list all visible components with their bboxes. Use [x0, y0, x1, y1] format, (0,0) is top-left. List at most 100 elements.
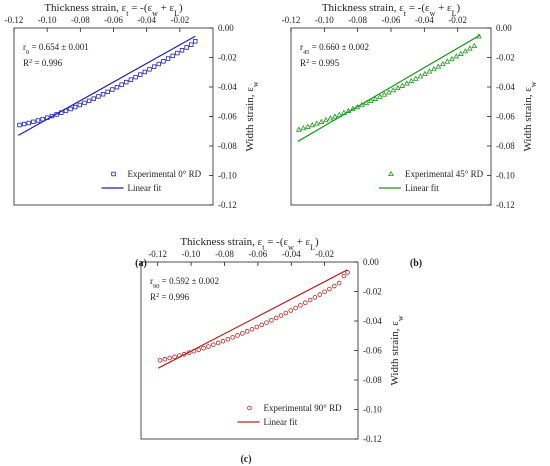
subscript-text: t — [404, 9, 407, 18]
y-tick-label: 0.00 — [496, 23, 512, 33]
data-point — [295, 126, 302, 132]
r-squared-symbol: R — [150, 292, 156, 302]
data-point — [363, 99, 370, 106]
y-tick-label: -0.08 — [496, 141, 515, 151]
data-point — [313, 120, 320, 126]
r-squared-symbol: R — [23, 58, 29, 68]
x-axis-title: Thickness strain, εt = -(εw + εL) — [180, 236, 319, 252]
label-text: + ε — [294, 236, 311, 248]
y-tick-label: -0.02 — [218, 53, 237, 63]
data-point — [201, 345, 206, 351]
label-text: ) — [179, 2, 183, 14]
data-point — [110, 87, 115, 92]
data-point — [186, 350, 192, 356]
r-subscript: 90 — [153, 283, 160, 290]
data-point — [35, 118, 41, 123]
data-point — [54, 112, 59, 117]
r-squared-annotation: R2 = 0.995 — [300, 58, 340, 69]
legend: Experimental 90° RD Linear fit — [237, 403, 342, 427]
y-axis-title: Width strain, εw — [244, 81, 260, 151]
data-point — [128, 77, 134, 82]
x-tick-label: -0.12 — [5, 15, 24, 25]
r-squared-superscript: 2 — [29, 58, 32, 65]
y-tick-label: -0.10 — [363, 405, 382, 415]
y-tick-label: -0.04 — [363, 316, 382, 326]
data-point — [119, 82, 124, 87]
r-squared-superscript: 2 — [306, 58, 309, 65]
data-point — [462, 48, 469, 54]
data-point — [336, 111, 343, 117]
data-point — [105, 89, 110, 95]
data-point — [372, 95, 379, 101]
data-point — [157, 358, 163, 363]
y-tick-label: -0.08 — [218, 141, 237, 151]
data-point — [408, 77, 415, 84]
data-point — [358, 101, 365, 108]
data-point — [193, 39, 198, 44]
data-point — [269, 317, 274, 323]
data-point — [162, 356, 168, 362]
data-point — [124, 79, 129, 85]
x-tick-label: -0.04 — [137, 15, 156, 25]
y-tick-label: 0.00 — [218, 23, 234, 33]
data-point — [196, 347, 202, 353]
data-point — [448, 55, 455, 62]
data-point — [327, 286, 332, 292]
data-point — [312, 295, 318, 300]
data-point — [417, 73, 424, 79]
y-tick-label: -0.06 — [363, 346, 382, 356]
data-point — [165, 56, 171, 61]
data-point — [167, 355, 173, 361]
data-point — [179, 48, 185, 53]
y-tick-label: -0.02 — [363, 287, 382, 297]
data-point — [475, 33, 482, 39]
x-tick-label: -0.02 — [170, 15, 189, 25]
data-point — [147, 67, 152, 72]
legend-marker — [388, 170, 394, 177]
legend-label-experimental: Experimental 0° RD — [128, 169, 202, 179]
x-tick-label: -0.08 — [71, 15, 90, 25]
data-point — [444, 58, 451, 64]
subscript-text: w — [430, 9, 436, 18]
data-point — [273, 315, 279, 321]
r-symbol: r — [23, 42, 26, 52]
legend-marker — [247, 405, 252, 411]
y-tick-label: -0.12 — [218, 200, 237, 210]
subscript-text: L — [174, 9, 179, 18]
x-tick-label: -0.10 — [38, 15, 57, 25]
data-point — [421, 70, 428, 77]
data-point — [381, 91, 388, 97]
chart-panel-3: -0.12 -0.10 -0.08 -0.06 -0.04 -0.02 0.00 -0.02 -… — [140, 236, 405, 465]
r-squared-annotation: R2 = 0.996 — [150, 292, 190, 303]
label-text: Thickness strain, ε — [322, 2, 404, 14]
data-point — [156, 61, 161, 67]
data-point — [49, 113, 55, 119]
panel-caption: (c) — [240, 454, 251, 465]
data-point — [210, 342, 216, 348]
r-symbol: r — [300, 42, 303, 52]
data-point — [86, 98, 92, 104]
x-tick-label: -0.08 — [215, 249, 234, 259]
data-point — [412, 75, 419, 81]
data-point — [331, 283, 337, 289]
r-value-annotation: r45 = 0.660 ± 0.002 — [300, 42, 369, 56]
data-point — [72, 104, 78, 110]
data-point — [137, 72, 143, 77]
data-point — [331, 113, 338, 119]
label-text: = -(ε — [264, 236, 288, 248]
label-text: Thickness strain, ε — [44, 2, 126, 14]
legend: Experimental 0° RD Linear fit — [101, 169, 202, 193]
data-point — [457, 50, 464, 56]
data-point — [399, 82, 406, 88]
data-point — [225, 336, 231, 342]
label-text: Width strain, ε — [244, 87, 256, 152]
data-point — [215, 340, 221, 346]
data-point — [40, 116, 45, 122]
r-subscript: 45 — [303, 49, 310, 56]
legend-label-fit: Linear fit — [264, 417, 298, 427]
data-point — [278, 313, 284, 318]
y-tick-label: -0.10 — [218, 171, 237, 181]
label-text: ) — [315, 236, 319, 248]
label-text: Thickness strain, ε — [180, 236, 262, 248]
y-tick-label: -0.08 — [363, 375, 382, 385]
